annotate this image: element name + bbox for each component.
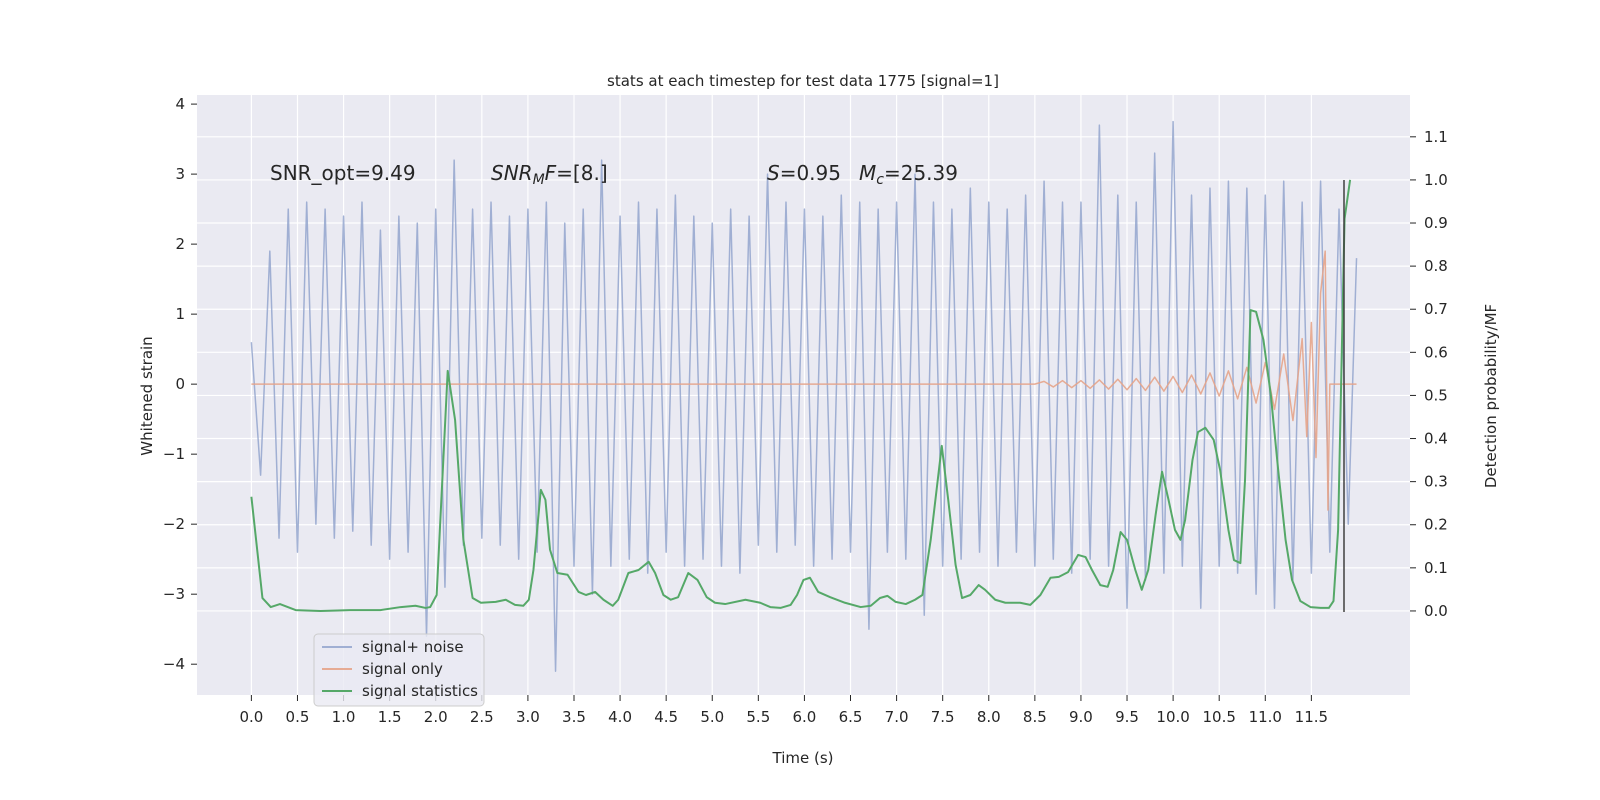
annotation-part: SNR bbox=[491, 161, 533, 185]
legend-label: signal only bbox=[362, 660, 443, 678]
y-tick-label: −3 bbox=[163, 585, 185, 603]
x-tick-label: 1.0 bbox=[332, 708, 356, 726]
y-tick-label: −1 bbox=[163, 445, 185, 463]
y-tick-label: 2 bbox=[175, 235, 185, 253]
y2-tick-label: 0.2 bbox=[1424, 516, 1448, 534]
x-tick-label: 4.5 bbox=[654, 708, 678, 726]
annotation-part: c bbox=[876, 172, 884, 188]
annotation-part: F bbox=[545, 161, 557, 185]
annotation-part: =0.95 bbox=[780, 161, 841, 185]
x-tick-label: 7.5 bbox=[931, 708, 955, 726]
x-tick-label: 9.0 bbox=[1069, 708, 1093, 726]
x-axis-label: Time (s) bbox=[772, 749, 834, 767]
y-tick-label: 3 bbox=[175, 165, 185, 183]
x-tick-label: 9.5 bbox=[1115, 708, 1139, 726]
y-tick-label: −2 bbox=[163, 515, 185, 533]
annotation-part: M bbox=[859, 161, 876, 185]
x-tick-label: 3.5 bbox=[562, 708, 586, 726]
x-tick-label: 11.5 bbox=[1295, 708, 1328, 726]
x-tick-label: 0.5 bbox=[286, 708, 310, 726]
y2-tick-label: 0.1 bbox=[1424, 559, 1448, 577]
x-tick-label: 8.0 bbox=[977, 708, 1001, 726]
x-tick-label: 2.5 bbox=[470, 708, 494, 726]
y2-tick-label: 0.6 bbox=[1424, 343, 1448, 361]
series-line bbox=[250, 120, 1358, 672]
x-tick-label: 6.5 bbox=[839, 708, 863, 726]
y2-tick-label: 0.3 bbox=[1424, 473, 1448, 491]
x-tick-label: 10.5 bbox=[1202, 708, 1235, 726]
y2-tick-label: 0.8 bbox=[1424, 257, 1448, 275]
x-tick-label: 2.0 bbox=[424, 708, 448, 726]
y2-tick-label: 1.0 bbox=[1424, 171, 1448, 189]
series-line bbox=[250, 179, 1352, 612]
x-tick-label: 1.5 bbox=[378, 708, 402, 726]
legend-label: signal+ noise bbox=[362, 638, 464, 656]
y2-tick-label: 0.7 bbox=[1424, 300, 1448, 318]
legend: signal+ noise signal only signal statistic… bbox=[313, 633, 485, 707]
x-tick-label: 5.0 bbox=[700, 708, 724, 726]
annotation-part: =25.39 bbox=[884, 161, 958, 185]
y2-tick-label: 0.4 bbox=[1424, 430, 1448, 448]
x-tick-label: 6.0 bbox=[792, 708, 816, 726]
y-axis-label: Whitened strain bbox=[138, 336, 156, 455]
annotation-part: S bbox=[767, 161, 780, 185]
annotation-part: M bbox=[533, 172, 545, 188]
y-tick-label: 4 bbox=[175, 95, 185, 113]
annotation: Mc=25.39 bbox=[859, 161, 958, 188]
x-tick-label: 3.0 bbox=[516, 708, 540, 726]
x-tick-label: 8.5 bbox=[1023, 708, 1047, 726]
y-tick-label: 1 bbox=[175, 305, 185, 323]
x-tick-label: 7.0 bbox=[885, 708, 909, 726]
x-tick-label: 10.0 bbox=[1156, 708, 1189, 726]
annotation: S=0.95 bbox=[767, 161, 841, 185]
x-tick-label: 0.0 bbox=[239, 708, 263, 726]
y2-tick-label: 0.0 bbox=[1424, 602, 1448, 620]
annotation: SNR_opt=9.49 bbox=[270, 161, 416, 185]
y2-axis-label: Detection probability/MF bbox=[1482, 304, 1500, 488]
y2-tick-label: 0.9 bbox=[1424, 214, 1448, 232]
y-tick-label: −4 bbox=[163, 655, 185, 673]
x-tick-label: 4.0 bbox=[608, 708, 632, 726]
annotation-part: =[8.] bbox=[556, 161, 607, 185]
legend-box bbox=[313, 633, 485, 707]
x-tick-label: 11.0 bbox=[1249, 708, 1282, 726]
series-line bbox=[251, 250, 1357, 511]
x-tick-label: 5.5 bbox=[746, 708, 770, 726]
annotation: SNRMF=[8.] bbox=[491, 161, 608, 188]
annotation-part: SNR_opt=9.49 bbox=[270, 161, 416, 185]
chart-title: stats at each timestep for test data 177… bbox=[607, 72, 999, 90]
y2-tick-label: 1.1 bbox=[1424, 128, 1448, 146]
legend-label: signal statistics bbox=[362, 682, 478, 700]
y2-tick-label: 0.5 bbox=[1424, 386, 1448, 404]
y-tick-label: 0 bbox=[175, 375, 185, 393]
